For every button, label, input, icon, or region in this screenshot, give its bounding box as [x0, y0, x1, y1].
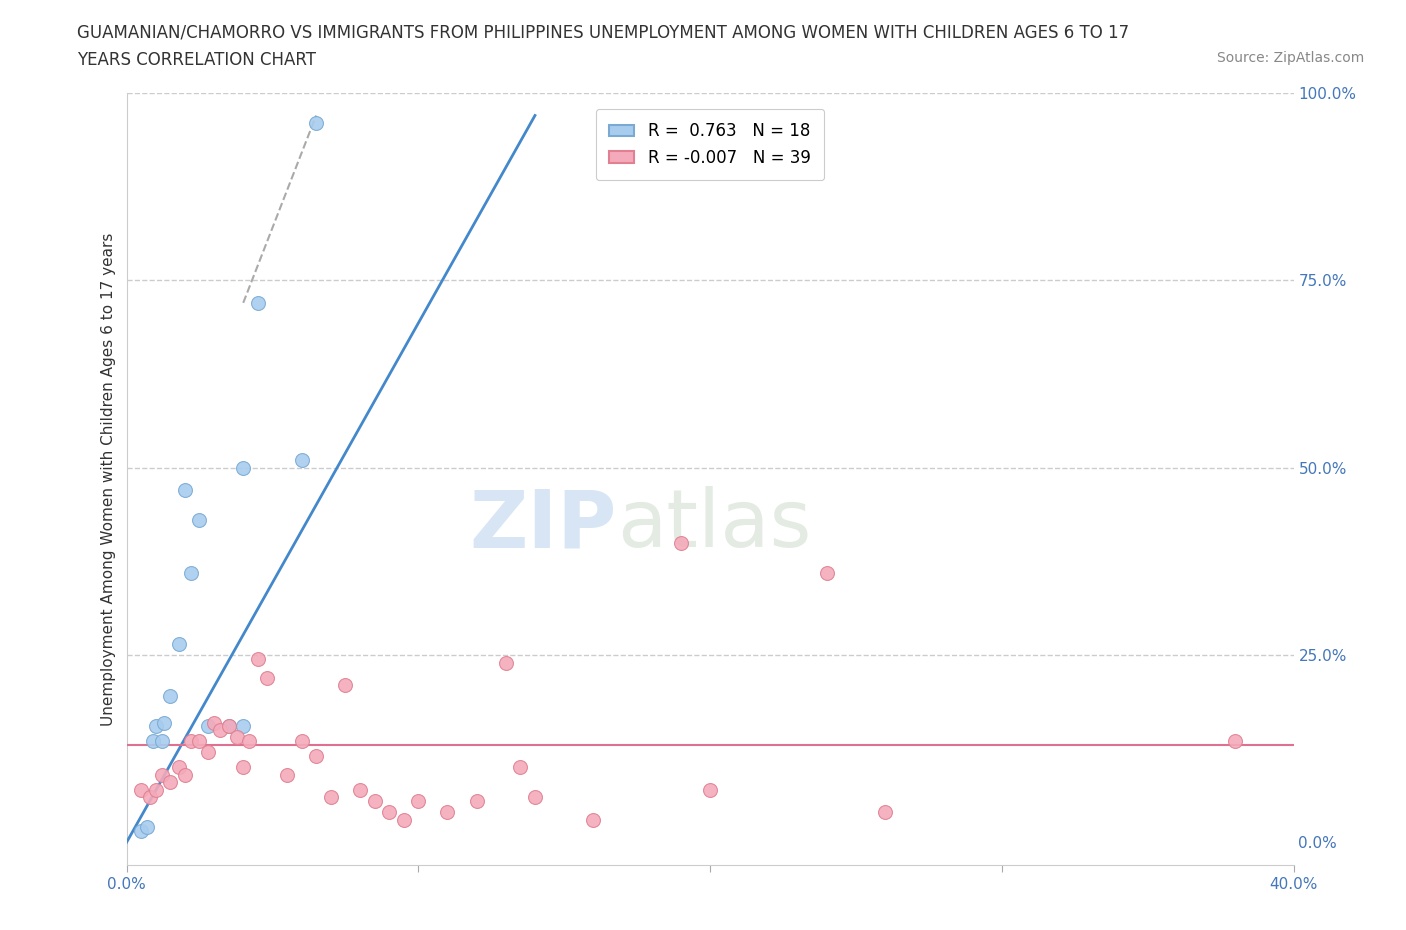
Point	[188, 734, 211, 749]
Point	[246, 296, 269, 311]
Point	[174, 483, 197, 498]
Point	[142, 734, 165, 749]
Point	[180, 565, 202, 580]
Point	[875, 805, 897, 820]
Point	[290, 453, 312, 468]
Point	[159, 689, 181, 704]
Point	[815, 565, 838, 580]
Point	[524, 790, 547, 804]
Point	[218, 719, 240, 734]
Point	[139, 790, 162, 804]
Point	[197, 719, 219, 734]
Point	[153, 715, 176, 730]
Point	[232, 719, 254, 734]
Point	[378, 805, 401, 820]
Point	[218, 719, 240, 734]
Text: Source: ZipAtlas.com: Source: ZipAtlas.com	[1216, 51, 1364, 65]
Point	[129, 782, 152, 797]
Point	[188, 512, 211, 527]
Text: ZIP: ZIP	[470, 486, 617, 565]
Point	[319, 790, 342, 804]
Point	[232, 760, 254, 775]
Point	[465, 794, 488, 809]
Point	[246, 651, 269, 666]
Point	[349, 782, 371, 797]
Text: atlas: atlas	[617, 486, 811, 565]
Point	[145, 782, 167, 797]
Y-axis label: Unemployment Among Women with Children Ages 6 to 17 years: Unemployment Among Women with Children A…	[101, 232, 117, 725]
Point	[305, 115, 328, 130]
Point	[232, 460, 254, 475]
Point	[495, 655, 517, 670]
Point	[150, 734, 173, 749]
Text: GUAMANIAN/CHAMORRO VS IMMIGRANTS FROM PHILIPPINES UNEMPLOYMENT AMONG WOMEN WITH : GUAMANIAN/CHAMORRO VS IMMIGRANTS FROM PH…	[77, 23, 1129, 41]
Point	[238, 734, 260, 749]
Point	[408, 794, 430, 809]
Point	[226, 730, 249, 745]
Point	[582, 813, 605, 828]
Point	[167, 760, 190, 775]
Point	[392, 813, 415, 828]
Point	[1223, 734, 1246, 749]
Point	[256, 671, 278, 685]
Legend: R =  0.763   N = 18, R = -0.007   N = 39: R = 0.763 N = 18, R = -0.007 N = 39	[596, 109, 824, 180]
Point	[159, 775, 181, 790]
Point	[363, 794, 385, 809]
Point	[208, 723, 231, 737]
Point	[290, 734, 312, 749]
Point	[167, 636, 190, 651]
Point	[129, 824, 152, 839]
Point	[436, 805, 458, 820]
Point	[136, 820, 159, 835]
Point	[669, 535, 692, 550]
Point	[305, 749, 328, 764]
Point	[202, 715, 225, 730]
Point	[509, 760, 531, 775]
Point	[699, 782, 721, 797]
Point	[174, 767, 197, 782]
Point	[150, 767, 173, 782]
Point	[335, 678, 357, 693]
Point	[197, 745, 219, 760]
Point	[145, 719, 167, 734]
Point	[276, 767, 298, 782]
Point	[180, 734, 202, 749]
Text: YEARS CORRELATION CHART: YEARS CORRELATION CHART	[77, 51, 316, 69]
